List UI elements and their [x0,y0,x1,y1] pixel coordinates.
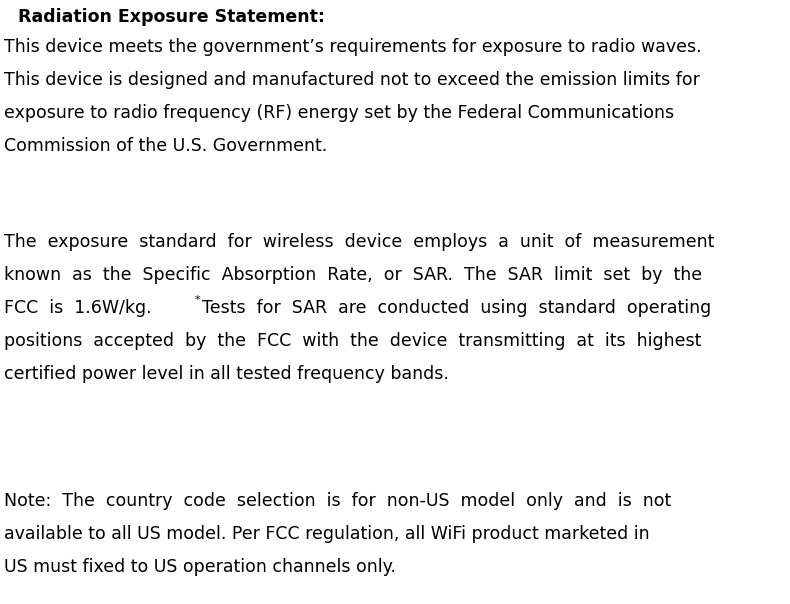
Text: *: * [194,295,200,305]
Text: The  exposure  standard  for  wireless  device  employs  a  unit  of  measuremen: The exposure standard for wireless devic… [4,233,714,251]
Text: positions  accepted  by  the  FCC  with  the  device  transmitting  at  its  hig: positions accepted by the FCC with the d… [4,332,702,350]
Text: exposure to radio frequency (RF) energy set by the Federal Communications: exposure to radio frequency (RF) energy … [4,104,674,122]
Text: This device meets the government’s requirements for exposure to radio waves.: This device meets the government’s requi… [4,38,702,56]
Text: Tests  for  SAR  are  conducted  using  standard  operating: Tests for SAR are conducted using standa… [201,299,711,317]
Text: Radiation Exposure Statement:: Radiation Exposure Statement: [18,8,325,26]
Text: certified power level in all tested frequency bands.: certified power level in all tested freq… [4,365,449,383]
Text: US must fixed to US operation channels only.: US must fixed to US operation channels o… [4,558,396,576]
Text: Commission of the U.S. Government.: Commission of the U.S. Government. [4,137,327,155]
Text: This device is designed and manufactured not to exceed the emission limits for: This device is designed and manufactured… [4,71,700,89]
Text: known  as  the  Specific  Absorption  Rate,  or  SAR.  The  SAR  limit  set  by : known as the Specific Absorption Rate, o… [4,266,702,284]
Text: Note:  The  country  code  selection  is  for  non-US  model  only  and  is  not: Note: The country code selection is for … [4,492,672,510]
Text: FCC  is  1.6W/kg.: FCC is 1.6W/kg. [4,299,152,317]
Text: available to all US model. Per FCC regulation, all WiFi product marketed in: available to all US model. Per FCC regul… [4,525,649,543]
